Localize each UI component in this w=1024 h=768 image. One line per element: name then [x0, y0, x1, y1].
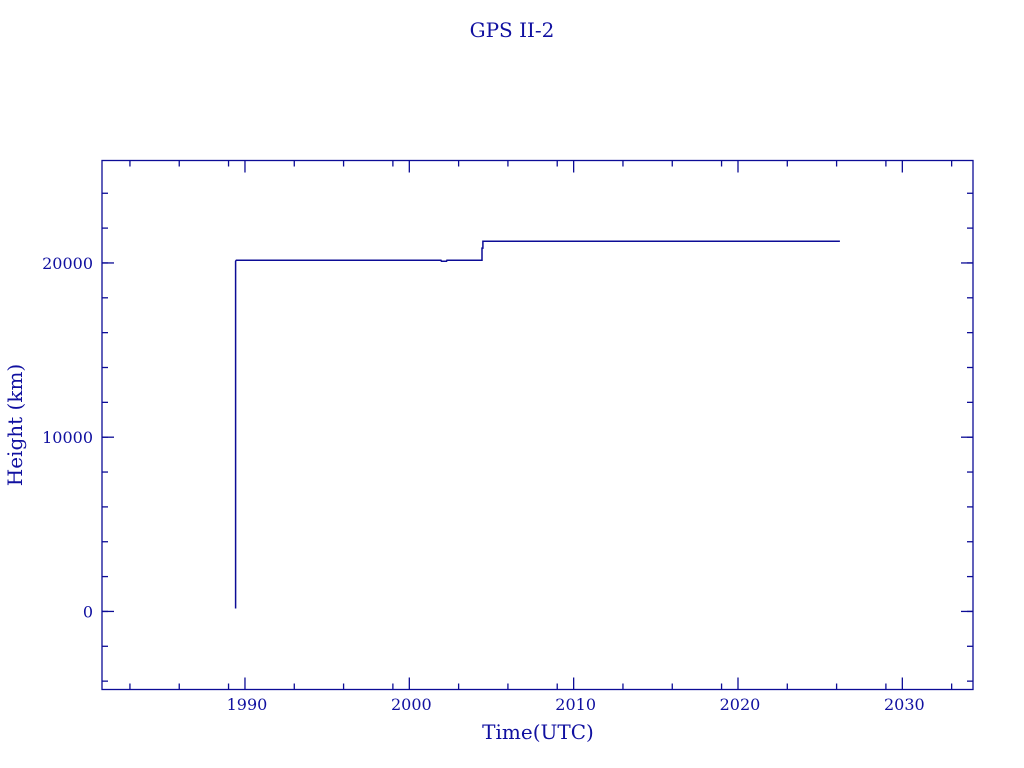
- x-tick-label: 2010: [555, 695, 596, 714]
- chart-title: GPS II-2: [470, 18, 555, 42]
- x-tick-label: 2000: [391, 695, 432, 714]
- y-tick-label: 10000: [42, 428, 93, 447]
- height-series-line: [234, 240, 840, 609]
- y-tick-label: 20000: [42, 254, 93, 273]
- x-tick-label: 2030: [884, 695, 925, 714]
- y-axis-label: Height (km): [3, 364, 27, 486]
- x-tick-label: 2020: [720, 695, 761, 714]
- x-axis-label: Time(UTC): [482, 720, 594, 744]
- y-tick-label: 0: [83, 602, 93, 621]
- plot-frame: [101, 159, 974, 691]
- x-tick-label: 1990: [227, 695, 268, 714]
